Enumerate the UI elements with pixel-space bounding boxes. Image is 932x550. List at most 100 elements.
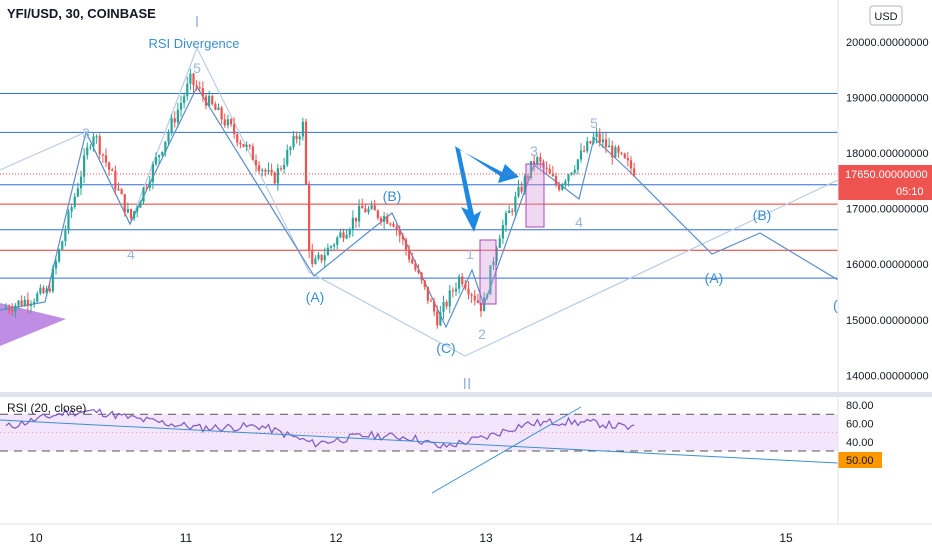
candle-body [386, 216, 389, 224]
price-tick-label: 17000.00000000 [846, 204, 929, 216]
candle-body [454, 288, 458, 292]
projected-A-label: (A) [705, 270, 724, 286]
candle-body [595, 133, 598, 137]
candle-body [4, 307, 8, 309]
candle-body [236, 134, 239, 143]
wave-1-box[interactable] [479, 239, 497, 305]
down-arrow[interactable] [455, 146, 481, 232]
projected-B-label: (B) [753, 207, 772, 223]
candle-body [311, 250, 314, 264]
roman-2-label: II [463, 376, 472, 393]
candle-body [73, 196, 76, 207]
candle-body [111, 169, 114, 171]
rsi-line [5, 408, 635, 449]
candle-body [508, 210, 511, 214]
candle-body [283, 164, 286, 169]
candle-body [101, 154, 104, 156]
candle-body [464, 284, 467, 289]
candle-body [426, 286, 429, 301]
candle-body [501, 225, 504, 239]
candle-body [17, 300, 20, 306]
candle-body [401, 235, 404, 240]
candle-body [304, 121, 308, 184]
candle-body [470, 294, 473, 296]
candle-body [523, 176, 526, 192]
purple-triangle-pattern[interactable] [0, 303, 66, 346]
candle-body [486, 294, 489, 298]
candle-body [373, 205, 376, 211]
candle-body [133, 211, 136, 219]
price-axis[interactable]: USD 20000.00000000 19000.00000000 18000.00… [838, 0, 932, 392]
candle-body [79, 176, 83, 189]
candle-body [586, 141, 589, 152]
candle-body [326, 247, 329, 256]
candle-body [473, 295, 476, 301]
candle-body [189, 73, 192, 84]
time-axis[interactable]: 10 11 12 13 14 15 [0, 523, 932, 550]
candle-body [626, 158, 629, 161]
candle-body [320, 254, 323, 261]
highlight-boxes[interactable] [479, 163, 545, 305]
price-tick-label: 14000.00000000 [846, 370, 929, 382]
horizontal-levels[interactable] [0, 93, 838, 279]
wave-3-box[interactable] [525, 163, 545, 228]
symbol-title[interactable]: YFI/USD, 30, COINBASE [7, 6, 156, 21]
candle-body [617, 147, 620, 153]
candle-body [573, 169, 576, 173]
candle-body [76, 188, 79, 197]
time-tick-label: 14 [629, 531, 643, 545]
candle-body [458, 276, 461, 289]
rsi-downtrend-line[interactable] [0, 419, 838, 464]
price-tick-label: 18000.00000000 [846, 148, 929, 160]
candle-body [173, 118, 176, 123]
rsi-title[interactable]: RSI (20, close) [7, 401, 86, 415]
candle-body [514, 196, 517, 212]
wave-4-label: 4 [575, 214, 583, 230]
currency-button[interactable] [869, 5, 903, 26]
candle-body [229, 119, 233, 125]
candle-body [358, 205, 361, 222]
candle-body [58, 249, 61, 262]
candle-body [545, 167, 548, 169]
candle-body [11, 310, 14, 312]
wave-3-label: 3 [530, 143, 538, 159]
candle-body [526, 176, 529, 178]
candle-body [554, 176, 558, 185]
right-arrow[interactable] [455, 146, 519, 183]
candle-body [439, 311, 442, 326]
candle-body [379, 217, 383, 222]
wave-labels: I RSI Divergence 5 3 4 (A) (B) (C) II 1 … [82, 14, 838, 393]
candle-body [29, 303, 33, 306]
candle-body [36, 293, 39, 302]
candle-body [279, 168, 283, 170]
candle-body [176, 109, 179, 123]
candle-body [51, 268, 54, 292]
price-pane[interactable]: I RSI Divergence 5 3 4 (A) (B) (C) II 1 … [0, 14, 838, 393]
candle-body [323, 255, 326, 261]
candle-body [70, 206, 73, 212]
candle-body [467, 288, 470, 295]
time-tick-label: 13 [479, 531, 493, 545]
price-tick-label: 15000.00000000 [846, 315, 929, 327]
blue-arrows[interactable] [455, 146, 519, 232]
candle-body [620, 152, 623, 154]
candle-body [364, 208, 367, 213]
triangle-shape[interactable] [0, 303, 66, 346]
price-tick-label: 20000.00000000 [846, 37, 929, 49]
candle-body [348, 229, 351, 235]
candle-body [451, 290, 454, 292]
candle-body [367, 208, 370, 213]
candle-body [148, 181, 151, 188]
rsi-uptrend-line[interactable] [431, 406, 582, 494]
candle-body [442, 301, 445, 312]
candle-body [414, 263, 417, 270]
candle-body [404, 239, 408, 250]
candle-body [429, 300, 433, 302]
pane-divider[interactable] [0, 392, 932, 397]
candle-body [286, 149, 289, 165]
price-tick-label: 19000.00000000 [846, 92, 929, 104]
candle-body [61, 241, 64, 250]
candle-body [123, 194, 126, 213]
